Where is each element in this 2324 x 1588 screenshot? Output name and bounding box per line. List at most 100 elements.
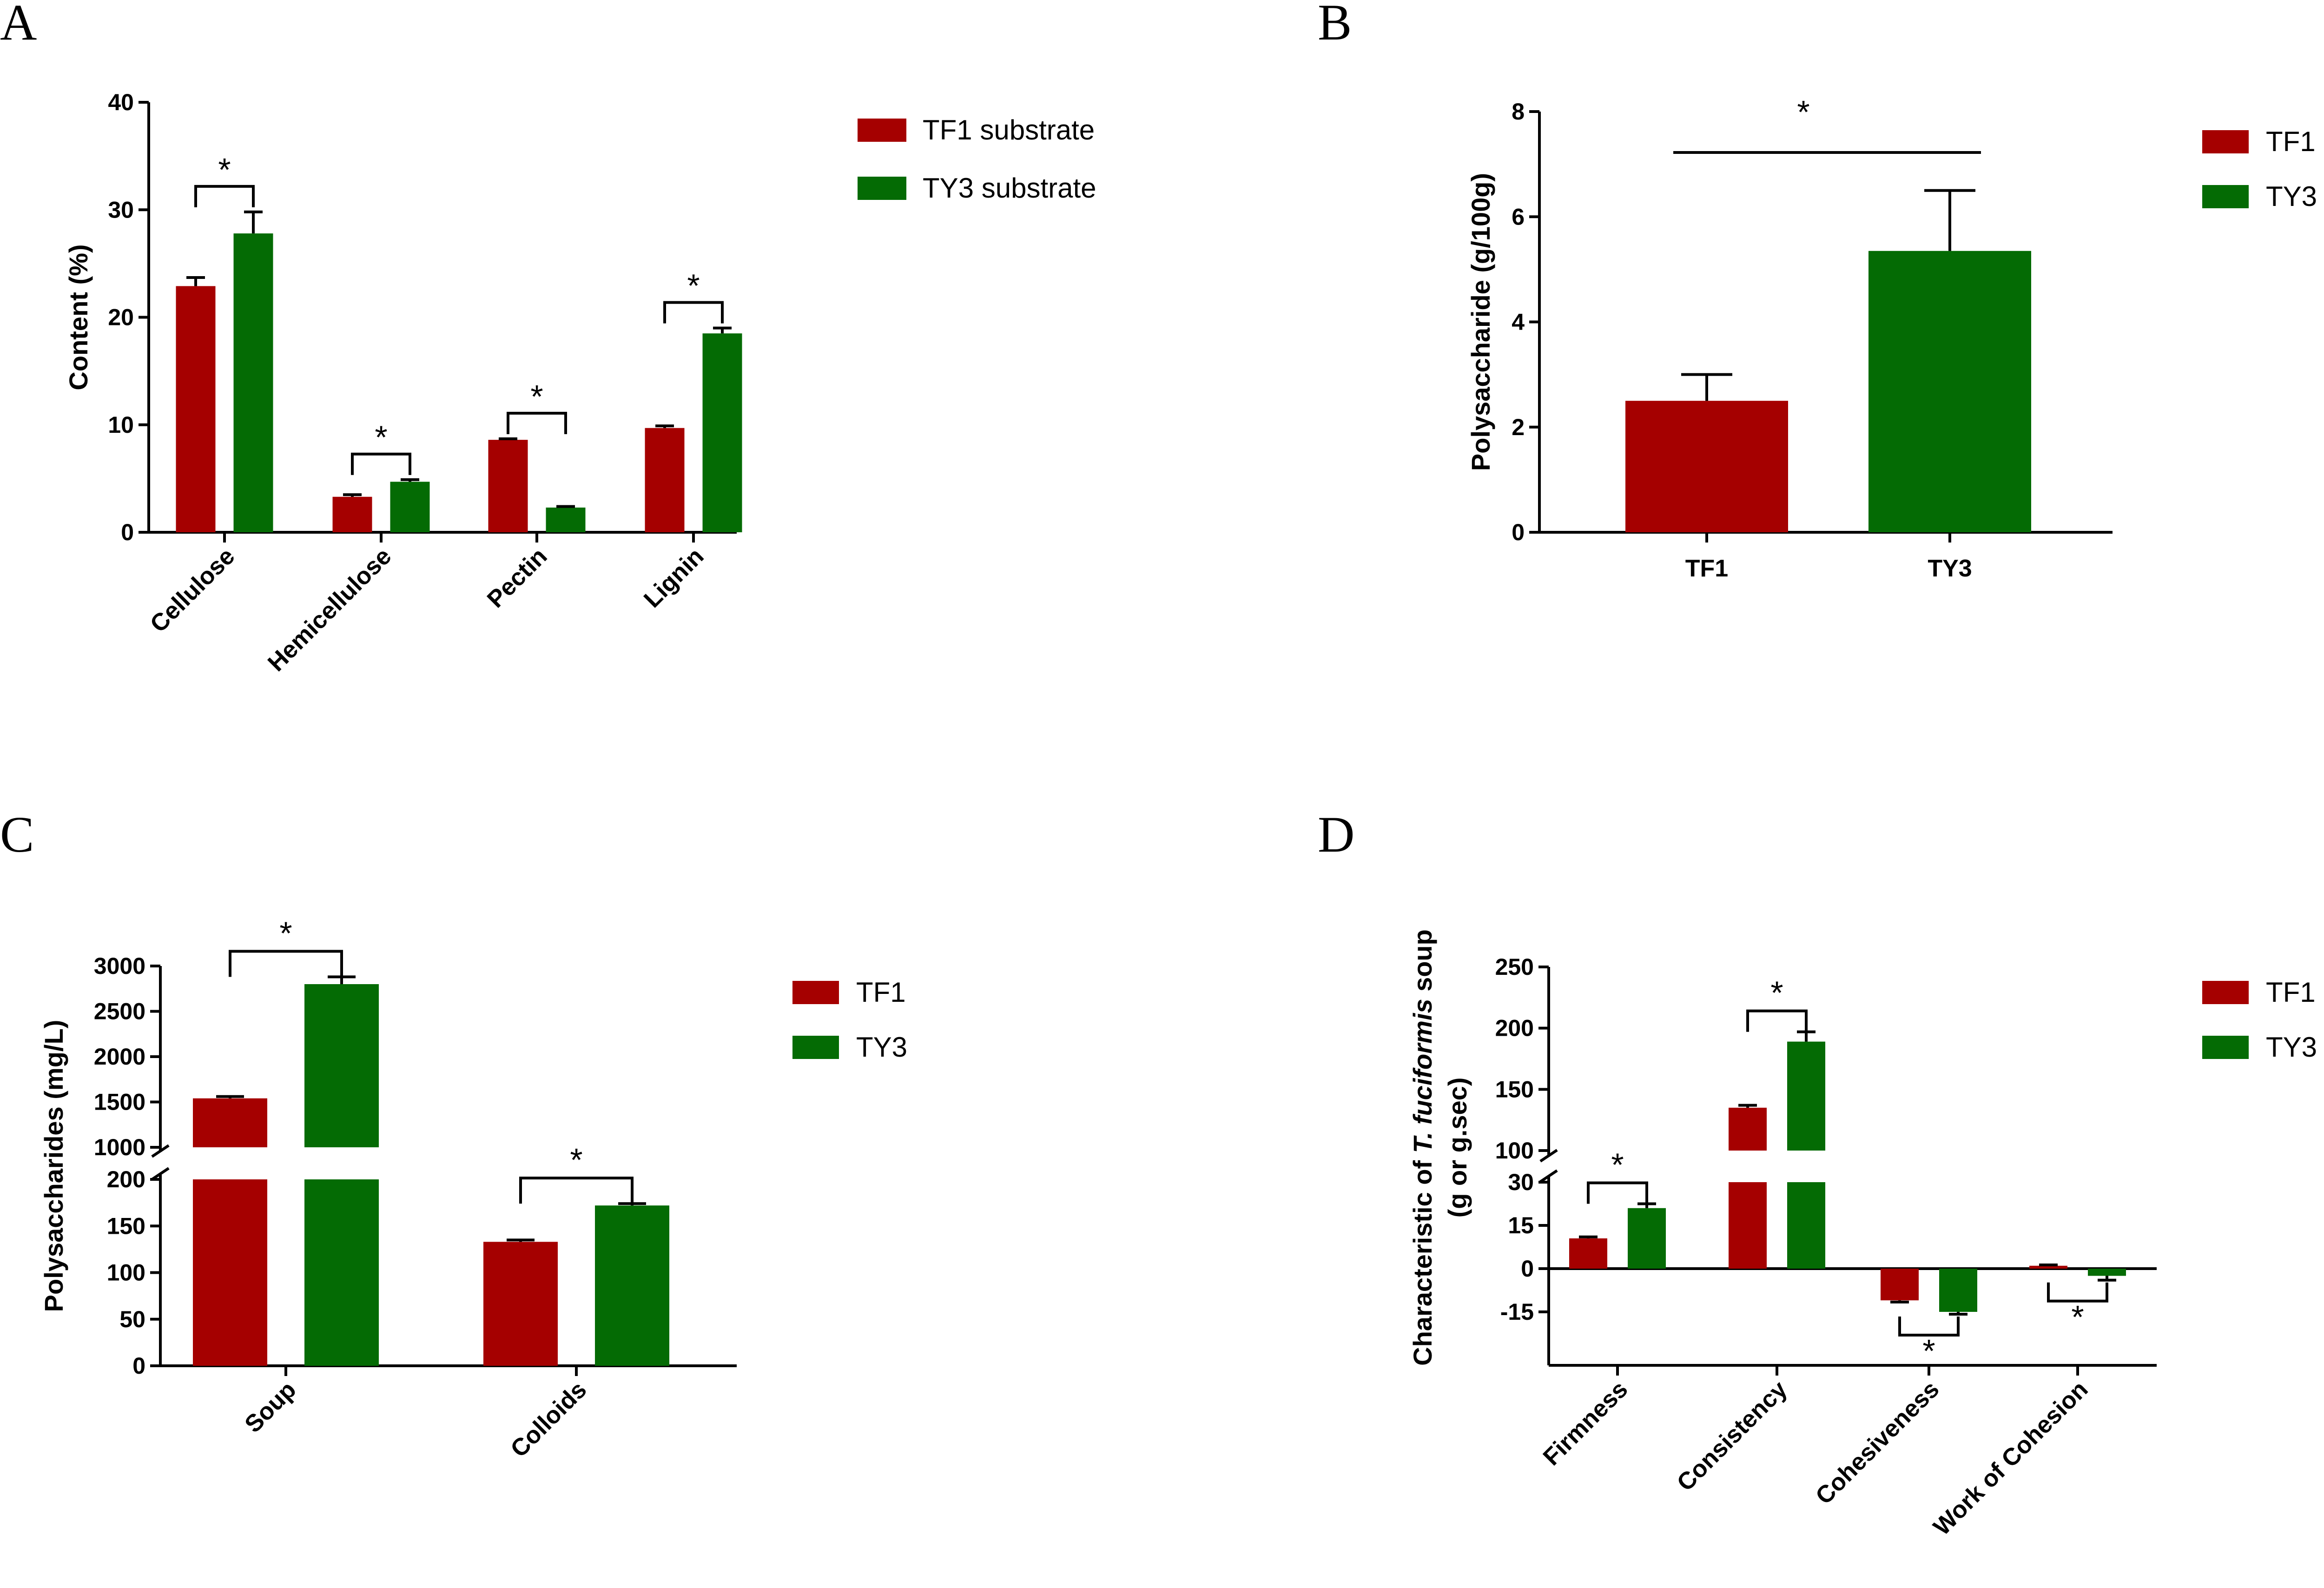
legend-label: TY3 substrate [923,172,1096,204]
tf1-bar [483,1242,558,1366]
tf1-bar-upper [193,1098,267,1147]
legend-label: TY3 [2266,1032,2317,1063]
significance-star: * [570,1142,582,1178]
ty3-bar [1868,251,2031,532]
y-axis-title-line2: (g or g.sec) [1443,1078,1472,1218]
significance-star: * [2071,1299,2084,1335]
legend-swatch-tf1 [858,119,906,142]
axis-break-mark [151,1167,170,1181]
y-tick-label: 20 [108,304,134,331]
legend-swatch-ty3 [792,1036,839,1059]
tf1-bar [1881,1269,1919,1301]
y-tick-label: 0 [132,1353,145,1379]
significance-star: * [279,915,292,951]
ty3-bar [595,1205,669,1366]
x-tick-label: Soup [240,1376,302,1438]
legend-swatch-ty3 [2202,1036,2249,1059]
legend-swatch-tf1 [2202,130,2249,153]
tf1-bar [645,428,685,532]
x-tick-label: Cellulose [145,543,240,637]
ty3-bar [304,1179,379,1366]
y-tick-label: 15 [1508,1212,1534,1238]
significance-bracket [507,411,567,434]
x-tick-label: TF1 [1685,555,1728,582]
ty3-bar [233,233,273,532]
ty3-bar [1628,1208,1666,1269]
significance-star: * [1797,94,1809,130]
panel-letter-c: C [0,806,34,863]
legend-swatch-ty3 [858,177,906,200]
legend-swatch-ty3 [2202,185,2249,208]
y-tick-label: -15 [1500,1299,1534,1325]
significance-bracket [519,1177,634,1204]
panel-letter-a: A [0,0,37,51]
significance-bracket [663,301,724,324]
y-axis-title-line1: Characteristic of T. fuciformis soup [1408,929,1437,1366]
legend: TF1 TY3 [2202,977,2317,1063]
legend: TF1 TY3 [792,977,907,1063]
x-tick-label: Work of Cohesion [1928,1376,2093,1541]
y-tick-label: 2500 [94,999,145,1025]
y-tick-label: 8 [1512,99,1525,125]
legend-label: TY3 [856,1032,907,1063]
y-tick-label: 0 [1512,519,1525,545]
tf1-bar [176,286,216,532]
axis-break-mark [151,1144,170,1158]
ty3-bar [1787,1182,1825,1269]
ty3-bar [702,333,742,532]
y-tick-label: 1000 [94,1134,145,1160]
y-axis-title: Polysaccharide (g/100g) [1466,173,1495,471]
tf1-bar [193,1179,267,1366]
y-tick-label: 4 [1512,309,1525,335]
y-tick-label: 2000 [94,1044,145,1070]
x-tick-label: Lignin [639,543,709,613]
x-tick-label: Colloids [505,1376,592,1462]
panel-a-chart: 0 10 20 30 40 Content (%) Cellulose * Hemicellul… [64,89,1096,677]
significance-star: * [218,152,231,188]
y-tick-label: 3000 [94,953,145,979]
y-tick-label: 30 [108,197,134,223]
tf1-bar [1729,1182,1767,1269]
significance-bracket [194,185,255,207]
significance-star: * [1770,975,1783,1011]
x-tick-label: Firmness [1538,1376,1633,1471]
panel-letter-b: B [1318,0,1352,51]
y-tick-label: 2 [1512,414,1525,440]
tf1-bar [2029,1265,2067,1269]
axis-break-mark [1539,1169,1558,1183]
legend-label: TF1 [2266,126,2316,157]
y-tick-label: 250 [1495,954,1534,980]
ty3-bar [2088,1269,2126,1276]
legend-label: TY3 [2266,181,2317,212]
y-tick-label: 200 [1495,1015,1534,1041]
y-tick-label: 10 [108,412,134,438]
significance-bracket [1746,1009,1808,1032]
significance-bracket [351,452,411,475]
tf1-bar [332,496,372,532]
significance-star: * [530,378,543,415]
axis-break-mark [1539,1149,1558,1163]
y-tick-label: 30 [1508,1169,1534,1195]
y-tick-label: 150 [107,1213,145,1239]
x-tick-label: Pectin [482,543,552,613]
panel-letter-d: D [1318,806,1354,863]
x-tick-label: TY3 [1928,555,1972,582]
legend-label: TF1 [2266,977,2316,1008]
ty3-bar [1939,1269,1977,1312]
legend: TF1 substrate TY3 substrate [858,114,1096,204]
panel-d-chart: -15 0 15 30 100 150 200 250 Characteristic of T.… [1408,929,2317,1541]
y-tick-label: 40 [108,89,134,115]
y-tick-label: 100 [1495,1138,1534,1164]
y-tick-label: 50 [119,1306,145,1332]
y-tick-label: 1500 [94,1089,145,1115]
y-tick-label: 0 [121,519,134,545]
legend-swatch-tf1 [2202,981,2249,1004]
y-tick-label: 200 [107,1166,145,1192]
significance-bracket [2047,1282,2108,1303]
significance-star: * [375,419,387,456]
tf1-bar [488,440,528,532]
legend: TF1 TY3 [2202,126,2317,212]
y-tick-label: 6 [1512,204,1525,230]
x-tick-label: Hemicellulose [263,543,396,676]
